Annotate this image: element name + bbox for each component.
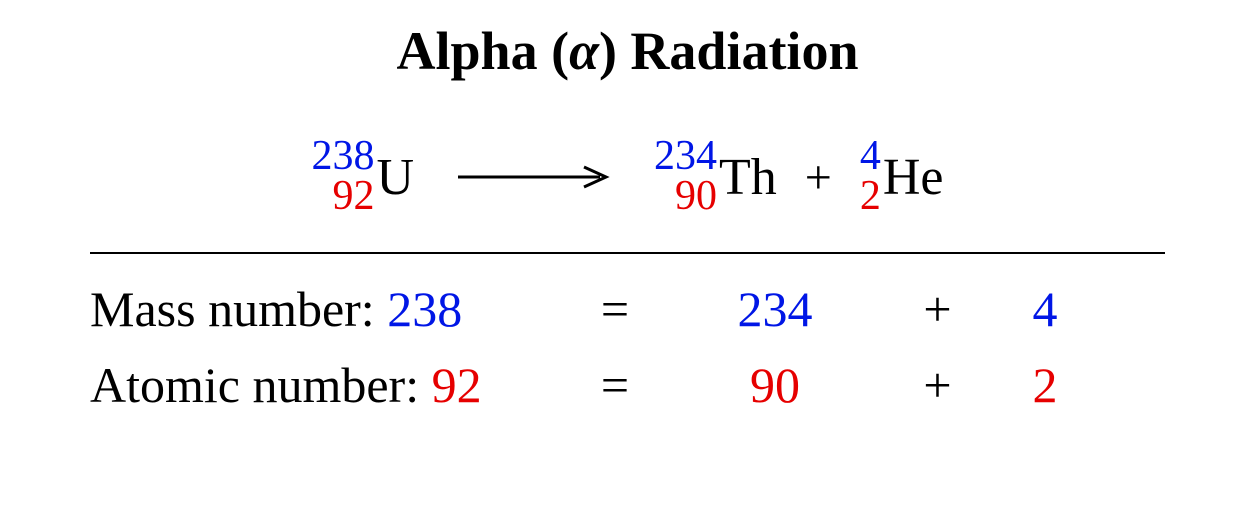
reactant-uranium: 238 92 U <box>311 137 414 217</box>
alpha-radiation-diagram: Alpha (α) Radiation 238 92 U 234 90 Th + <box>40 20 1215 414</box>
product-thorium: 234 90 Th <box>654 137 777 217</box>
reactant-scripts: 238 92 <box>311 137 374 217</box>
reactant-mass: 238 <box>311 137 374 177</box>
atomic-rhs2: 2 <box>985 356 1105 414</box>
product1-scripts: 234 90 <box>654 137 717 217</box>
atomic-rhs1: 90 <box>660 356 890 414</box>
mass-lhs: 238 <box>387 281 462 337</box>
divider-line <box>90 252 1165 254</box>
reactant-atomic: 92 <box>332 177 374 217</box>
mass-rhs2: 4 <box>985 280 1105 338</box>
title-post: ) Radiation <box>599 21 859 81</box>
product-helium: 4 2 He <box>860 137 944 217</box>
atomic-label-text: Atomic number: <box>90 357 432 413</box>
mass-rhs1: 234 <box>660 280 890 338</box>
product1-atomic: 90 <box>675 177 717 217</box>
title: Alpha (α) Radiation <box>40 20 1215 82</box>
reactant-symbol: U <box>376 148 414 207</box>
reaction-arrow-icon <box>454 165 614 189</box>
atomic-row-label: Atomic number: 92 <box>90 356 570 414</box>
product2-mass: 4 <box>860 137 881 177</box>
plus-sign: + <box>805 150 832 205</box>
atomic-equals: = <box>570 356 660 414</box>
mass-row-label: Mass number: 238 <box>90 280 570 338</box>
atomic-lhs: 92 <box>432 357 482 413</box>
product2-symbol: He <box>883 148 944 207</box>
product2-scripts: 4 2 <box>860 137 881 217</box>
product1-mass: 234 <box>654 137 717 177</box>
title-pre: Alpha ( <box>397 21 570 81</box>
atomic-plus: + <box>890 356 985 414</box>
nuclear-equation: 238 92 U 234 90 Th + 4 2 He <box>40 122 1215 232</box>
mass-plus: + <box>890 280 985 338</box>
product2-atomic: 2 <box>860 177 881 217</box>
mass-equals: = <box>570 280 660 338</box>
product1-symbol: Th <box>719 148 777 207</box>
alpha-symbol: α <box>569 21 599 81</box>
balance-equations: Mass number: 238 = 234 + 4 Atomic number… <box>90 280 1215 414</box>
mass-label-text: Mass number: <box>90 281 387 337</box>
